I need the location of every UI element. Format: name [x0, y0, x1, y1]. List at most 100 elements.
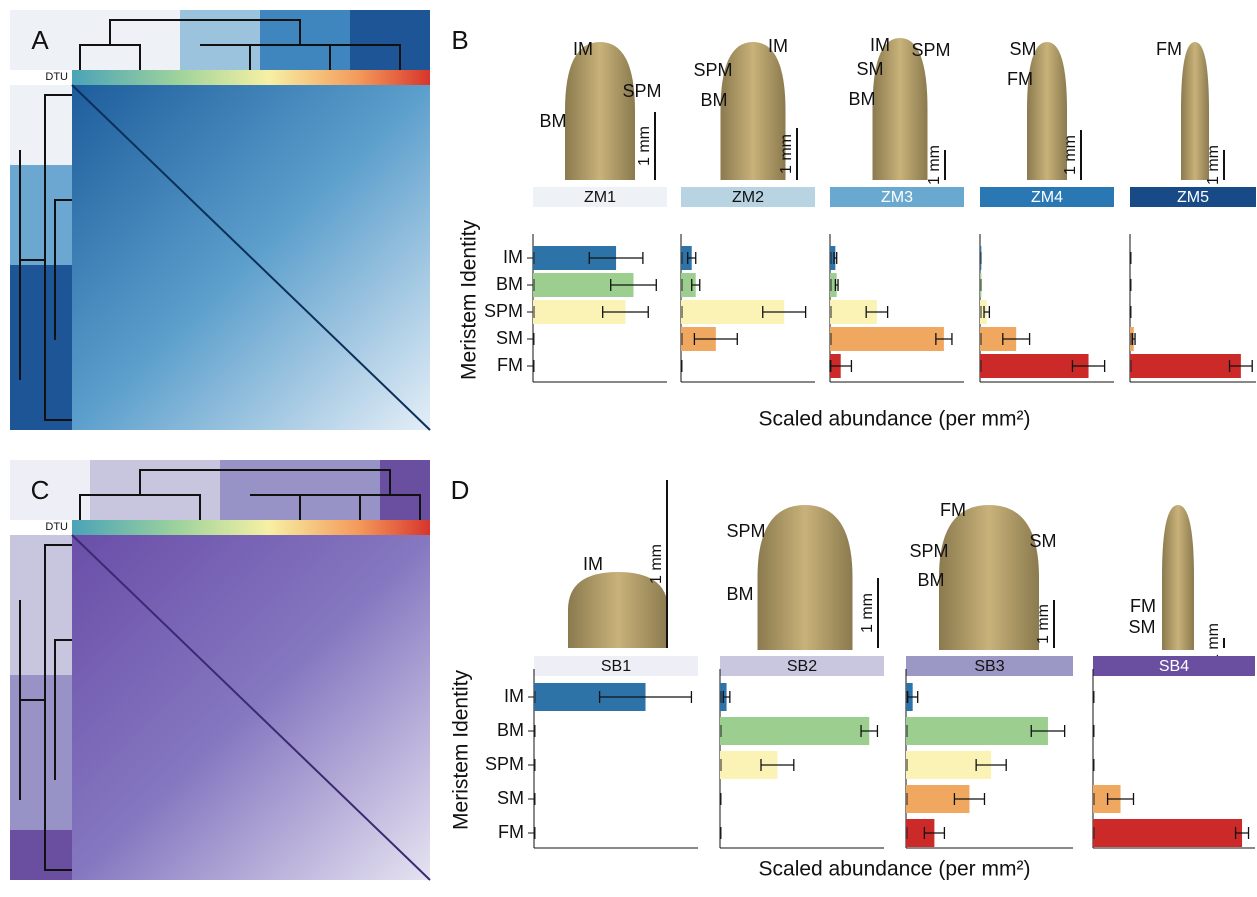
specimen	[1027, 42, 1067, 180]
bar	[720, 717, 870, 745]
category-label: BM	[496, 274, 523, 294]
x-axis-label: Scaled abundance (per mm²)	[759, 858, 1031, 881]
scale-label: 1 mm	[778, 134, 795, 174]
error-bar	[975, 759, 1007, 771]
specimen	[872, 38, 928, 180]
category-label: IM	[503, 247, 523, 267]
x-axis-label: Scaled abundance (per mm²)	[759, 408, 1031, 431]
meristem-label: SM	[1030, 531, 1057, 551]
bar	[830, 246, 836, 270]
scale-label: 1 mm	[1062, 135, 1079, 175]
panel-title: ZM1	[584, 189, 616, 206]
specimen	[939, 505, 1039, 650]
scale-label: 1 mm	[926, 145, 943, 185]
y-axis-label: Meristem Identity	[450, 670, 473, 830]
meristem-label: BM	[701, 90, 728, 110]
scale-label: 1 mm	[636, 126, 653, 166]
meristem-label: BM	[849, 89, 876, 109]
y-axis-label: Meristem Identity	[458, 220, 481, 380]
panel-header	[681, 187, 815, 207]
error-bar	[760, 759, 795, 771]
category-label: SPM	[485, 754, 524, 774]
error-bar	[953, 793, 986, 805]
heatmap-a	[10, 10, 431, 431]
meristem-label: FM	[1156, 39, 1182, 59]
specimen	[568, 572, 668, 648]
error-bar	[610, 279, 657, 291]
meristem-label: SM	[1129, 617, 1156, 637]
error-bar	[598, 691, 693, 703]
meristem-label: IM	[768, 36, 788, 56]
panel-header	[534, 656, 698, 676]
error-bar	[1106, 793, 1135, 805]
meristem-label: SPM	[911, 40, 950, 60]
error-bar	[1228, 360, 1253, 372]
panel-title: SB3	[974, 658, 1004, 675]
meristem-label: SPM	[622, 81, 661, 101]
panel-header	[720, 656, 884, 676]
error-bar	[691, 279, 701, 291]
panel-header	[533, 187, 667, 207]
panel-header	[830, 187, 964, 207]
scale-label: 1 mm	[648, 544, 665, 584]
error-bar	[935, 333, 953, 345]
error-bar	[1002, 333, 1031, 345]
error-bar	[829, 360, 853, 372]
meristem-label: SM	[1010, 39, 1037, 59]
error-bar	[1030, 725, 1066, 737]
error-bar	[834, 279, 839, 291]
error-bar	[983, 306, 991, 318]
panel-title: SB1	[601, 658, 631, 675]
error-bar	[833, 252, 838, 264]
panel-title: SB4	[1159, 658, 1189, 675]
error-bar	[860, 725, 879, 737]
panel-title: ZM4	[1031, 189, 1063, 206]
bar	[980, 300, 987, 324]
error-bar	[588, 252, 644, 264]
specimen	[1181, 42, 1209, 180]
scale-label: 1 mm	[859, 593, 876, 633]
error-bar	[865, 306, 889, 318]
heatmap-c	[10, 460, 431, 881]
panel-letter: D	[451, 475, 470, 505]
panel-title: ZM5	[1177, 189, 1209, 206]
bar	[1130, 354, 1241, 378]
error-bar	[907, 691, 919, 703]
category-label: SM	[497, 788, 524, 808]
meristem-label: FM	[940, 500, 966, 520]
panel-title: SB2	[787, 658, 817, 675]
scale-label: 1 mm	[1205, 623, 1222, 663]
panel-letter: B	[451, 25, 468, 55]
category-label: SPM	[484, 301, 523, 321]
scale-label: 1 mm	[1205, 145, 1222, 185]
meristem-label: BM	[540, 111, 567, 131]
meristem-label: SPM	[909, 541, 948, 561]
meristem-label: IM	[870, 35, 890, 55]
specimen	[720, 42, 786, 180]
panel-title: ZM3	[881, 189, 913, 206]
error-bar	[693, 333, 738, 345]
meristem-label: BM	[918, 570, 945, 590]
meristem-label: FM	[1130, 596, 1156, 616]
dtu-label: DTU	[45, 71, 68, 83]
panel-title: ZM2	[732, 189, 764, 206]
bar	[906, 717, 1048, 745]
meristem-label: SPM	[693, 60, 732, 80]
scale-label: 1 mm	[1035, 604, 1052, 644]
category-label: FM	[497, 355, 523, 375]
meristem-label: IM	[583, 554, 603, 574]
error-bar	[762, 306, 807, 318]
panel-header	[1093, 656, 1255, 676]
error-bar	[602, 306, 649, 318]
panel-header	[980, 187, 1114, 207]
specimen	[1162, 505, 1194, 650]
bar	[830, 273, 837, 297]
specimen	[565, 42, 635, 180]
panel-letter: C	[31, 475, 50, 505]
bar	[830, 327, 944, 351]
category-label: SM	[496, 328, 523, 348]
error-bar	[1234, 827, 1250, 839]
panel-header	[906, 656, 1073, 676]
bar	[980, 354, 1089, 378]
